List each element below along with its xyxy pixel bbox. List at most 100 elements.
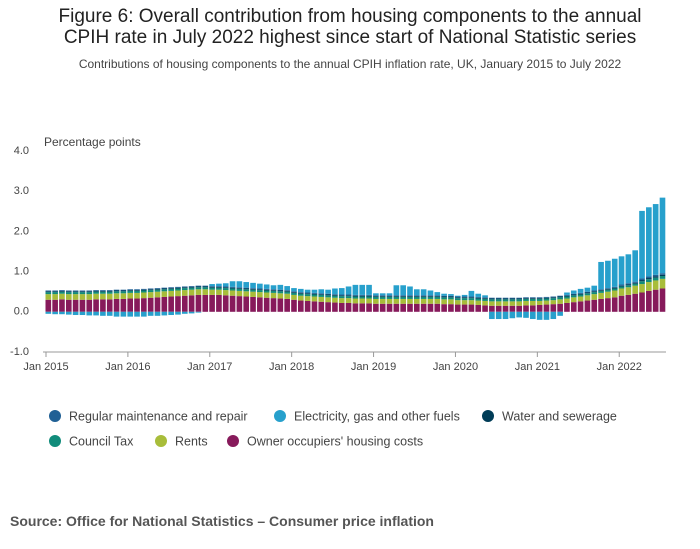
bar-segment (454, 295, 461, 297)
bar-segment (154, 297, 161, 312)
bar-segment (632, 281, 639, 283)
bar-segment (618, 295, 625, 312)
bar-segment (509, 305, 516, 312)
bar-segment (161, 288, 168, 290)
bar-segment (243, 296, 250, 312)
bar-segment (345, 294, 352, 296)
bar-segment (359, 296, 366, 299)
bar-segment (236, 288, 243, 291)
bar-segment (52, 299, 58, 312)
bar-segment (482, 295, 488, 298)
bar-segment (400, 296, 406, 299)
bar-segment (72, 294, 79, 300)
bar-segment (52, 291, 58, 293)
bar-segment (530, 298, 536, 301)
bar-segment (216, 294, 222, 312)
bar-segment (659, 288, 666, 312)
legend-label: Council Tax (69, 434, 134, 448)
bar-segment (209, 286, 215, 287)
bar-segment (386, 303, 393, 312)
bar-segment (475, 293, 482, 297)
bar-segment (434, 295, 441, 297)
bar-segment (284, 290, 290, 291)
bar-segment (243, 282, 250, 288)
bar-segment (414, 298, 420, 304)
bar-segment (311, 294, 318, 297)
bar-segment (434, 298, 441, 304)
bar-segment (291, 291, 297, 293)
bar-segment (639, 292, 645, 312)
bar-segment (141, 290, 147, 293)
bar-segment (325, 294, 331, 296)
bar-segment (495, 299, 502, 302)
bar-segment (441, 296, 447, 298)
bar-segment (625, 284, 632, 286)
bar-segment (154, 289, 161, 292)
bar-segment (338, 296, 345, 299)
bar-segment (570, 293, 577, 295)
bar-segment (605, 288, 611, 290)
bar-segment (263, 289, 270, 291)
bar-segment (639, 280, 645, 282)
bar-segment (45, 294, 52, 300)
bar-segment (291, 294, 297, 300)
bar-segment (379, 296, 386, 299)
bar-segment (448, 296, 454, 298)
bar-segment (611, 287, 618, 289)
x-tick-label: Jan 2021 (515, 361, 560, 373)
bar-segment (93, 291, 99, 294)
bar-segment (45, 299, 52, 312)
bar-segment (407, 303, 413, 312)
bar-segment (379, 296, 386, 297)
bar-segment (202, 294, 209, 312)
bar-segment (209, 294, 215, 312)
bar-segment (379, 295, 386, 297)
bar-segment (564, 292, 570, 295)
bar-segment (393, 296, 400, 297)
bar-segment (482, 305, 488, 312)
bar-segment (454, 304, 461, 312)
bar-segment (454, 300, 461, 305)
bar-segment (318, 296, 325, 302)
bar-segment (495, 298, 502, 300)
bar-segment (120, 290, 127, 292)
bar-segment (659, 197, 666, 274)
bar-segment (338, 298, 345, 303)
bar-segment (257, 289, 263, 291)
bar-segment (564, 294, 570, 296)
bar-segment (611, 297, 618, 312)
bar-segment (434, 296, 441, 299)
bar-segment (495, 297, 502, 299)
bar-segment (209, 286, 215, 288)
bar-segment (516, 297, 522, 299)
bar-segment (243, 288, 250, 290)
bar-segment (414, 303, 420, 312)
x-tick-label: Jan 2017 (187, 361, 232, 373)
x-tick-label: Jan 2022 (597, 361, 642, 373)
bar-segment (216, 283, 222, 287)
bar-segment (113, 311, 120, 317)
bar-segment (134, 298, 140, 312)
bar-segment (222, 295, 229, 312)
bar-segment (338, 294, 345, 296)
bar-segment (509, 311, 516, 319)
bar-segment (65, 299, 72, 312)
bar-segment (536, 298, 543, 299)
bar-segment (65, 292, 72, 295)
bar-segment (100, 291, 106, 294)
bar-segment (257, 288, 263, 290)
y-tick-label: 2.0 (14, 225, 29, 237)
y-axis-label: Percentage points (44, 135, 141, 149)
bar-segment (352, 284, 359, 295)
bar-segment (536, 300, 543, 305)
bar-segment (59, 291, 65, 294)
bar-segment (284, 293, 290, 299)
bar-segment (523, 311, 529, 318)
bar-segment (277, 289, 284, 291)
bar-segment (516, 298, 522, 300)
bar-segment (175, 311, 181, 315)
bar-segment (530, 300, 536, 306)
bar-segment (509, 298, 516, 300)
bar-segment (188, 286, 195, 288)
bar-segment (461, 298, 468, 301)
